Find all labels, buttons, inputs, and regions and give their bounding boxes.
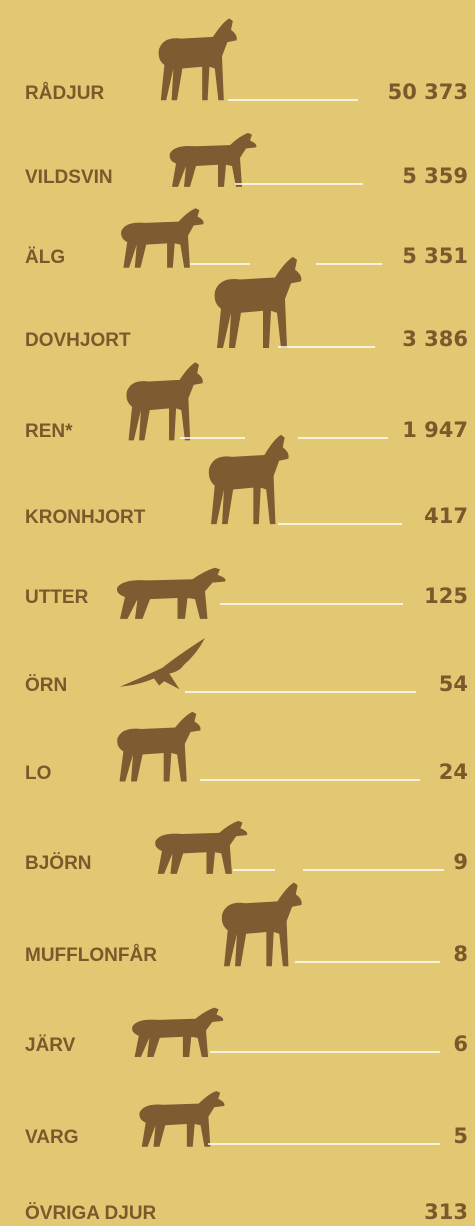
- animal-count: 5 359: [402, 164, 468, 188]
- animal-label: RÅDJUR: [25, 83, 104, 104]
- animal-label: BJÖRN: [25, 853, 92, 874]
- animal-label: ÖVRIGA DJUR: [25, 1203, 157, 1224]
- animal-count: 313: [424, 1200, 468, 1224]
- animal-count: 3 386: [402, 327, 468, 351]
- animal-silhouette: [126, 362, 203, 441]
- animal-silhouette: [221, 882, 302, 967]
- animal-label: REN*: [25, 421, 73, 442]
- animal-label: UTTER: [25, 587, 89, 608]
- animal-count: 1 947: [402, 418, 468, 442]
- animal-count: 5: [453, 1124, 468, 1148]
- animal-label: LO: [25, 763, 51, 784]
- animal-silhouette: [117, 711, 201, 782]
- animal-count: 417: [424, 504, 468, 528]
- animal-label: DOVHJORT: [25, 330, 131, 351]
- animal-count: 54: [439, 672, 468, 696]
- animal-silhouette: [158, 18, 237, 101]
- animal-label: KRONHJORT: [25, 507, 146, 528]
- animal-count: 8: [453, 942, 468, 966]
- animal-count: 6: [453, 1032, 468, 1056]
- animal-silhouette: [214, 256, 302, 349]
- animal-count: 5 351: [402, 244, 468, 268]
- animal-label: MUFFLONFÅR: [25, 945, 157, 966]
- animal-silhouette: [208, 434, 289, 525]
- animal-count: 125: [424, 584, 468, 608]
- animal-silhouette: [169, 132, 257, 187]
- animal-silhouette: [117, 567, 226, 619]
- animal-label: ÄLG: [25, 247, 65, 268]
- animal-label: JÄRV: [25, 1035, 76, 1056]
- animal-label: VILDSVIN: [25, 167, 113, 188]
- animal-silhouette: [120, 638, 205, 690]
- animal-count: 24: [439, 760, 468, 784]
- animal-silhouette: [139, 1091, 225, 1147]
- animal-silhouette: [121, 208, 204, 268]
- animal-silhouette: [155, 820, 248, 874]
- animal-silhouette: [132, 1007, 224, 1057]
- animal-label: ÖRN: [25, 675, 67, 696]
- animal-count: 50 373: [388, 80, 468, 104]
- animal-count: 9: [453, 850, 468, 874]
- animal-label: VARG: [25, 1127, 78, 1148]
